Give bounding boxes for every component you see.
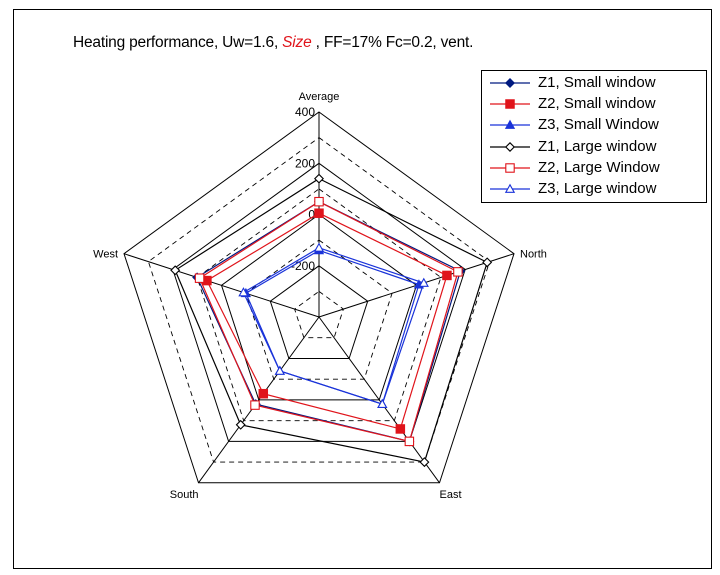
grid-ring-dashed xyxy=(245,239,393,380)
radar-grid xyxy=(123,111,515,484)
series-line xyxy=(242,247,425,405)
axis-spoke xyxy=(198,316,320,484)
legend-label: Z3, Small Window xyxy=(538,116,659,134)
data-point xyxy=(170,265,181,276)
data-point xyxy=(442,270,452,281)
legend-marker xyxy=(504,120,516,130)
legend-item: Z1, Large window xyxy=(482,138,706,156)
data-point xyxy=(482,257,493,268)
series-4 xyxy=(170,173,493,468)
data-point xyxy=(250,400,260,410)
legend-label: Z2, Large Window xyxy=(538,158,660,176)
tick-label: 400 xyxy=(295,105,315,119)
legend-swatch xyxy=(490,78,530,88)
chart-title: Heating performance, Uw=1.6, Size , FF=1… xyxy=(73,34,473,52)
series-5 xyxy=(194,196,463,447)
legend-label: Z2, Small window xyxy=(538,95,656,113)
data-point xyxy=(377,398,388,408)
axis-label-south: South xyxy=(170,489,199,501)
legend-item: Z2, Large Window xyxy=(482,159,706,177)
axis-label-north: North xyxy=(520,249,547,261)
grid-ring xyxy=(172,162,466,442)
legend-swatch xyxy=(490,141,530,152)
series-line xyxy=(198,201,459,443)
legend-marker xyxy=(505,141,515,152)
legend-marker xyxy=(505,78,515,88)
legend-swatch xyxy=(490,183,530,193)
axis-label-west: West xyxy=(93,249,118,261)
series-line xyxy=(206,212,448,430)
tick-label: 0 xyxy=(308,208,315,222)
tick-label: 200 xyxy=(295,156,315,170)
data-point xyxy=(395,424,406,434)
legend-marker xyxy=(505,99,515,109)
data-point xyxy=(258,388,269,399)
data-point xyxy=(314,208,324,218)
axis-label-average: Average xyxy=(299,91,340,103)
legend-item: Z2, Small window xyxy=(482,95,706,113)
legend-item: Z3, Large window xyxy=(482,180,706,198)
data-point xyxy=(404,436,415,447)
grid-ring-dashed xyxy=(294,290,344,339)
legend: Z1, Small window Z2, Small window Z3, Smal… xyxy=(481,70,707,203)
grid-ring-dashed xyxy=(147,137,491,463)
legend-marker xyxy=(504,183,516,193)
title-suffix: , FF=17% Fc=0.2, vent. xyxy=(311,34,474,51)
axis-label-east: East xyxy=(440,489,462,501)
data-point xyxy=(238,287,249,297)
legend-swatch xyxy=(490,163,530,173)
data-point xyxy=(235,419,246,430)
legend-label: Z3, Large window xyxy=(538,180,657,197)
tick-label: -200 xyxy=(291,259,315,273)
grid-ring xyxy=(123,111,515,484)
data-point xyxy=(453,267,463,277)
data-point xyxy=(419,457,430,468)
legend-label: Z1, Small window xyxy=(538,74,656,91)
legend-swatch xyxy=(490,99,530,109)
legend-item: Z1, Small window xyxy=(482,74,706,92)
data-point xyxy=(314,196,324,207)
legend-label: Z1, Large window xyxy=(538,137,657,155)
grid-ring xyxy=(269,265,369,359)
axis-spoke xyxy=(123,253,320,318)
title-prefix: Heating performance, Uw=1.6, xyxy=(73,34,283,51)
data-point xyxy=(274,365,285,375)
legend-marker xyxy=(505,163,515,173)
grid-ring xyxy=(220,213,418,401)
data-point xyxy=(314,173,324,184)
series-6 xyxy=(238,242,429,408)
series-2 xyxy=(202,208,452,434)
data-point xyxy=(313,242,325,252)
legend-swatch xyxy=(490,120,530,130)
series-line xyxy=(174,177,488,463)
title-highlight: Size xyxy=(282,34,312,51)
data-point xyxy=(418,277,429,287)
legend-item: Z3, Small Window xyxy=(482,116,706,134)
data-point xyxy=(194,273,205,283)
axis-spoke xyxy=(318,316,440,484)
